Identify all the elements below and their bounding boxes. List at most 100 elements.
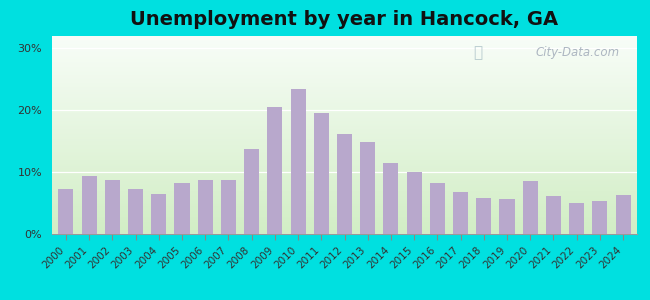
Bar xyxy=(151,194,166,234)
Bar xyxy=(52,79,637,80)
Bar xyxy=(52,105,637,106)
Bar xyxy=(52,54,637,55)
Bar xyxy=(52,68,637,69)
Bar xyxy=(52,190,637,191)
Bar xyxy=(52,192,637,194)
Bar xyxy=(52,187,637,188)
Bar xyxy=(52,129,637,130)
Bar xyxy=(52,80,637,82)
Bar xyxy=(52,76,637,78)
Bar xyxy=(52,60,637,61)
Bar xyxy=(52,117,637,118)
Bar xyxy=(128,190,143,234)
Bar xyxy=(52,131,637,132)
Bar xyxy=(52,147,637,148)
Bar xyxy=(52,203,637,204)
Bar xyxy=(52,216,637,217)
Bar xyxy=(52,225,637,226)
Bar xyxy=(52,226,637,227)
Bar xyxy=(52,140,637,141)
Bar xyxy=(52,146,637,147)
Bar xyxy=(52,215,637,216)
Bar xyxy=(221,179,236,234)
Bar xyxy=(52,153,637,154)
Bar xyxy=(52,83,637,85)
Bar xyxy=(52,233,637,234)
Bar xyxy=(52,37,637,38)
Bar xyxy=(52,93,637,94)
Bar xyxy=(52,99,637,100)
Bar xyxy=(52,94,637,95)
Bar xyxy=(52,213,637,214)
Bar xyxy=(592,201,607,234)
Bar xyxy=(52,104,637,105)
Bar xyxy=(198,179,213,234)
Bar xyxy=(52,230,637,231)
Bar xyxy=(52,38,637,39)
Bar xyxy=(52,112,637,113)
Bar xyxy=(52,145,637,146)
Bar xyxy=(52,127,637,128)
Bar xyxy=(52,142,637,143)
Bar xyxy=(52,205,637,206)
Bar xyxy=(52,73,637,74)
Bar xyxy=(52,36,637,37)
Bar xyxy=(52,188,637,190)
Bar xyxy=(52,166,637,167)
Bar xyxy=(52,128,637,129)
Bar xyxy=(52,121,637,122)
Bar xyxy=(52,160,637,161)
Bar xyxy=(52,197,637,198)
Bar xyxy=(52,161,637,162)
Bar xyxy=(523,182,538,234)
Bar xyxy=(52,61,637,62)
Bar xyxy=(52,138,637,139)
Bar xyxy=(52,111,637,112)
Bar xyxy=(52,130,637,131)
Bar xyxy=(52,149,637,150)
Bar xyxy=(52,49,637,50)
Bar xyxy=(52,85,637,86)
Bar xyxy=(52,88,637,89)
Bar xyxy=(52,207,637,208)
Bar xyxy=(52,106,637,107)
Bar xyxy=(52,214,637,215)
Bar xyxy=(52,109,637,110)
Bar xyxy=(52,143,637,144)
Bar xyxy=(82,176,97,234)
Bar xyxy=(52,115,637,116)
Bar xyxy=(52,210,637,211)
Bar xyxy=(616,195,630,234)
Bar xyxy=(52,221,637,222)
Bar xyxy=(52,159,637,160)
Bar xyxy=(52,172,637,174)
Bar xyxy=(360,142,375,234)
Bar xyxy=(52,175,637,176)
Bar xyxy=(52,110,637,111)
Bar xyxy=(52,194,637,195)
Bar xyxy=(52,56,637,57)
Bar xyxy=(52,170,637,171)
Bar xyxy=(52,152,637,153)
Bar xyxy=(52,158,637,159)
Bar xyxy=(52,231,637,232)
Bar xyxy=(52,182,637,184)
Bar xyxy=(52,66,637,67)
Bar xyxy=(52,227,637,228)
Bar xyxy=(52,96,637,98)
Bar xyxy=(291,88,306,234)
Bar xyxy=(52,139,637,140)
Bar xyxy=(52,136,637,137)
Bar xyxy=(569,203,584,234)
Bar xyxy=(52,212,637,213)
Bar xyxy=(52,74,637,75)
Bar xyxy=(52,218,637,219)
Bar xyxy=(52,174,637,175)
Bar xyxy=(244,148,259,234)
Bar xyxy=(52,179,637,181)
Bar xyxy=(52,53,637,54)
Bar xyxy=(52,116,637,117)
Bar xyxy=(52,40,637,41)
Bar xyxy=(52,59,637,60)
Bar xyxy=(52,206,637,207)
